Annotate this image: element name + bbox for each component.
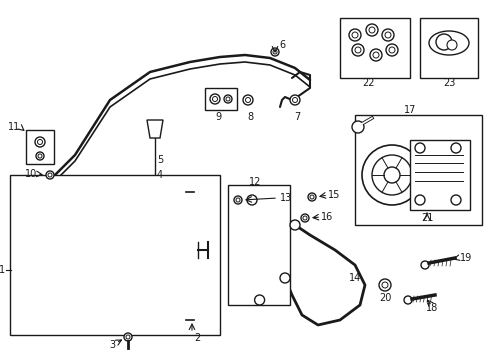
Circle shape bbox=[46, 171, 54, 179]
Bar bbox=[10, 175, 220, 335]
Circle shape bbox=[421, 261, 429, 269]
Circle shape bbox=[385, 32, 391, 38]
Circle shape bbox=[382, 29, 394, 41]
Bar bbox=[355, 115, 482, 225]
Text: 22: 22 bbox=[362, 78, 374, 88]
Text: 17: 17 bbox=[404, 105, 416, 115]
Text: 14: 14 bbox=[349, 273, 361, 283]
Circle shape bbox=[372, 155, 412, 195]
Text: 12: 12 bbox=[249, 177, 261, 187]
Text: 21: 21 bbox=[421, 213, 433, 223]
Circle shape bbox=[369, 27, 375, 33]
Circle shape bbox=[349, 29, 361, 41]
Circle shape bbox=[451, 195, 461, 205]
Bar bbox=[205, 88, 237, 110]
Text: 19: 19 bbox=[460, 253, 472, 263]
Text: 4: 4 bbox=[157, 170, 163, 180]
Text: 15: 15 bbox=[328, 190, 340, 200]
Circle shape bbox=[245, 98, 250, 103]
Ellipse shape bbox=[429, 31, 469, 55]
Circle shape bbox=[35, 137, 45, 147]
Circle shape bbox=[224, 95, 232, 103]
Circle shape bbox=[213, 96, 218, 102]
Circle shape bbox=[236, 198, 240, 202]
Circle shape bbox=[436, 34, 452, 50]
Circle shape bbox=[389, 47, 395, 53]
Text: 10: 10 bbox=[25, 169, 37, 179]
Text: 2: 2 bbox=[194, 333, 200, 343]
Bar bbox=[26, 130, 54, 164]
Circle shape bbox=[308, 193, 316, 201]
Circle shape bbox=[124, 333, 132, 341]
Text: 18: 18 bbox=[426, 303, 438, 313]
Circle shape bbox=[271, 48, 279, 56]
Circle shape bbox=[373, 52, 379, 58]
Text: 6: 6 bbox=[279, 40, 285, 50]
Circle shape bbox=[126, 335, 130, 339]
Text: 5: 5 bbox=[157, 155, 163, 165]
Circle shape bbox=[384, 167, 400, 183]
Text: 8: 8 bbox=[247, 112, 253, 122]
Circle shape bbox=[226, 97, 230, 101]
Circle shape bbox=[355, 47, 361, 53]
Circle shape bbox=[303, 216, 307, 220]
Circle shape bbox=[404, 296, 412, 304]
Circle shape bbox=[36, 152, 44, 160]
Circle shape bbox=[38, 154, 42, 158]
Circle shape bbox=[451, 143, 461, 153]
Bar bbox=[410, 140, 470, 210]
Circle shape bbox=[386, 44, 398, 56]
Circle shape bbox=[255, 295, 265, 305]
Circle shape bbox=[415, 143, 425, 153]
Circle shape bbox=[48, 173, 52, 177]
Circle shape bbox=[280, 273, 290, 283]
Circle shape bbox=[38, 139, 43, 144]
Circle shape bbox=[247, 195, 257, 205]
Text: 13: 13 bbox=[280, 193, 292, 203]
Circle shape bbox=[290, 95, 300, 105]
Circle shape bbox=[415, 195, 425, 205]
Text: 16: 16 bbox=[321, 212, 333, 222]
Circle shape bbox=[290, 220, 300, 230]
Text: 3: 3 bbox=[109, 340, 115, 350]
Text: 1: 1 bbox=[0, 265, 5, 275]
Bar bbox=[340, 18, 410, 78]
Circle shape bbox=[366, 24, 378, 36]
Text: 9: 9 bbox=[215, 112, 221, 122]
Circle shape bbox=[379, 279, 391, 291]
Text: 20: 20 bbox=[379, 293, 391, 303]
Text: 7: 7 bbox=[294, 112, 300, 122]
Circle shape bbox=[301, 214, 309, 222]
Circle shape bbox=[352, 44, 364, 56]
Circle shape bbox=[243, 95, 253, 105]
Circle shape bbox=[370, 49, 382, 61]
Bar bbox=[228, 185, 290, 305]
Circle shape bbox=[382, 282, 388, 288]
Bar bbox=[420, 18, 478, 78]
Circle shape bbox=[273, 50, 277, 54]
Text: 23: 23 bbox=[443, 78, 455, 88]
Polygon shape bbox=[147, 120, 163, 138]
Circle shape bbox=[352, 32, 358, 38]
Circle shape bbox=[447, 40, 457, 50]
Circle shape bbox=[352, 121, 364, 133]
Text: 11: 11 bbox=[8, 122, 20, 132]
Circle shape bbox=[362, 145, 422, 205]
Circle shape bbox=[310, 195, 314, 199]
Circle shape bbox=[210, 94, 220, 104]
Circle shape bbox=[234, 196, 242, 204]
Circle shape bbox=[293, 98, 297, 103]
